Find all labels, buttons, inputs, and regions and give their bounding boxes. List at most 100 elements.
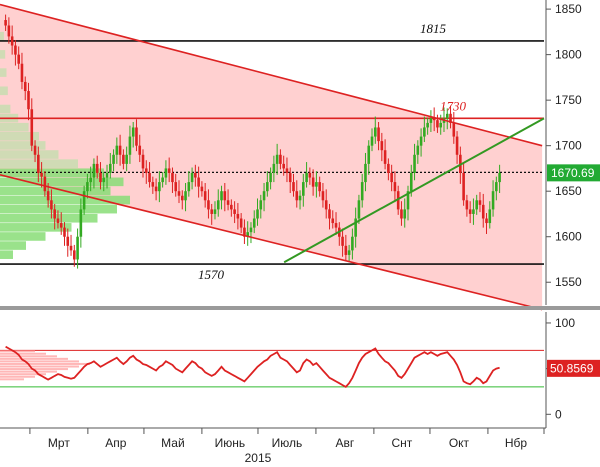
- candle-body-42: [141, 154, 145, 169]
- month-label-3: Июнь: [215, 436, 246, 450]
- candle-body-100: [331, 218, 335, 224]
- candle-body-73: [243, 227, 246, 237]
- candle-body-103: [341, 236, 344, 246]
- level-label-1730: 1730: [440, 98, 467, 113]
- channel-upper-line: [0, 3, 543, 147]
- volume-profile-bar-12: [0, 141, 46, 150]
- candle-body-46: [154, 186, 158, 192]
- candle-body-116: [383, 150, 387, 164]
- volume-profile-bar-0: [0, 250, 13, 259]
- oscillator-profile-bar-9: [0, 355, 57, 358]
- candle-body-67: [223, 191, 227, 201]
- candle-body-27: [92, 163, 96, 178]
- candles: [4, 14, 501, 269]
- oscillator-current-tag: [547, 359, 600, 377]
- candle-body-30: [102, 177, 106, 183]
- volume-profile-bar-16: [0, 104, 11, 114]
- volume-profile-bar-4: [0, 213, 98, 223]
- oscillator-profile-bar-1: [0, 375, 35, 378]
- price-current-value: 1670.69: [551, 166, 595, 180]
- candle-body-2: [10, 36, 14, 46]
- candle-body-51: [171, 172, 174, 183]
- candle-body-64: [213, 209, 217, 214]
- oscillator-profile-bar-7: [0, 360, 79, 363]
- candle-body-15: [53, 209, 56, 219]
- candle-body-16: [56, 218, 60, 224]
- candle-body-22: [76, 236, 79, 260]
- candle-body-17: [59, 223, 63, 228]
- candle-body-91: [302, 182, 305, 196]
- candle-body-77: [256, 209, 259, 219]
- candle-body-52: [174, 182, 178, 192]
- candle-body-141: [465, 200, 469, 210]
- volume-profile-bar-13: [0, 132, 39, 141]
- candle-body-53: [177, 191, 181, 196]
- candle-body-151: [498, 172, 501, 183]
- candle-body-74: [246, 232, 249, 237]
- candle-body-111: [367, 145, 371, 164]
- candle-body-144: [475, 200, 479, 210]
- candle-body-94: [311, 177, 315, 187]
- volume-profile: [0, 31, 130, 259]
- volume-profile-bar-1: [0, 241, 26, 250]
- candle-body-4: [17, 54, 20, 64]
- volume-profile-bar-20: [0, 31, 4, 41]
- candle-body-145: [478, 200, 482, 205]
- candle-body-31: [105, 172, 109, 178]
- candle-body-105: [347, 250, 351, 255]
- candle-body-38: [128, 136, 132, 155]
- oscillator-profile-bar-11: [0, 350, 35, 353]
- month-label-0: Мрт: [48, 436, 70, 450]
- candle-body-70: [233, 209, 236, 214]
- candle-body-62: [207, 200, 210, 210]
- candle-body-126: [416, 145, 420, 155]
- volume-profile-bar-17: [0, 86, 8, 96]
- volume-profile-bar-2: [0, 232, 46, 241]
- month-label-5: Авг: [336, 436, 355, 450]
- oscillator-profile-bar-6: [0, 362, 90, 365]
- candle-body-81: [269, 172, 272, 183]
- price-panel-background: [0, 4, 543, 310]
- candle-body-20: [69, 245, 73, 251]
- candle-body-11: [40, 172, 43, 177]
- candle-body-115: [380, 141, 384, 151]
- oscillator-profile-bar-10: [0, 352, 46, 355]
- candle-body-110: [364, 163, 367, 183]
- candle-body-43: [144, 168, 148, 173]
- candle-body-58: [194, 172, 197, 178]
- candle-body-148: [488, 209, 492, 224]
- candle-body-48: [161, 177, 164, 183]
- volume-profile-bar-18: [0, 68, 7, 77]
- candle-body-143: [472, 209, 475, 214]
- candle-body-44: [148, 172, 151, 183]
- candle-body-128: [423, 127, 426, 137]
- candle-body-82: [272, 163, 276, 173]
- candle-body-138: [455, 136, 459, 155]
- candle-body-39: [131, 127, 135, 137]
- panel-separator: [0, 306, 600, 310]
- candle-body-3: [14, 45, 17, 55]
- candle-body-114: [377, 127, 380, 142]
- price-tick-label-1700: 1700: [555, 139, 582, 153]
- oscillator-profile-bar-2: [0, 373, 46, 376]
- month-label-6: Снт: [392, 436, 413, 450]
- candle-body-14: [50, 200, 53, 210]
- candle-body-140: [462, 172, 465, 201]
- candle-body-98: [324, 200, 328, 210]
- candle-body-150: [495, 182, 498, 192]
- candle-body-136: [449, 113, 452, 123]
- candle-body-56: [187, 182, 191, 192]
- candle-body-79: [262, 191, 266, 201]
- candle-body-131: [432, 118, 436, 121]
- candle-body-149: [491, 191, 495, 210]
- candle-body-142: [468, 209, 472, 214]
- candle-body-45: [151, 182, 155, 187]
- candle-body-112: [370, 136, 374, 146]
- candle-body-21: [73, 250, 76, 260]
- candle-body-133: [439, 122, 443, 128]
- volume-profile-bar-6: [0, 195, 130, 205]
- candle-body-18: [63, 227, 66, 237]
- candle-body-7: [27, 91, 30, 110]
- candle-body-122: [403, 209, 407, 219]
